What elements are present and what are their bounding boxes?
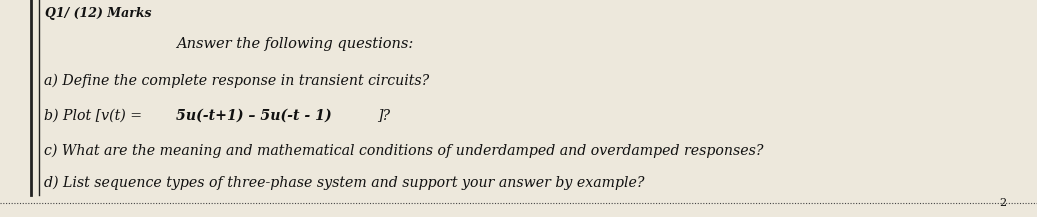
Text: d) List sequence types of three-phase system and support your answer by example?: d) List sequence types of three-phase sy… — [44, 176, 644, 190]
Text: 2: 2 — [999, 198, 1006, 208]
Text: b) Plot [v(t) =: b) Plot [v(t) = — [44, 108, 146, 123]
Text: Q1/ (12) Marks: Q1/ (12) Marks — [45, 7, 151, 20]
Text: 5u(-t+1) – 5u(-t - 1): 5u(-t+1) – 5u(-t - 1) — [176, 108, 332, 123]
Text: Answer the following questions:: Answer the following questions: — [176, 37, 414, 51]
Text: c) What are the meaning and mathematical conditions of underdamped and overdampe: c) What are the meaning and mathematical… — [44, 143, 763, 158]
Text: a) Define the complete response in transient circuits?: a) Define the complete response in trans… — [44, 74, 429, 88]
Text: ]?: ]? — [376, 108, 390, 123]
